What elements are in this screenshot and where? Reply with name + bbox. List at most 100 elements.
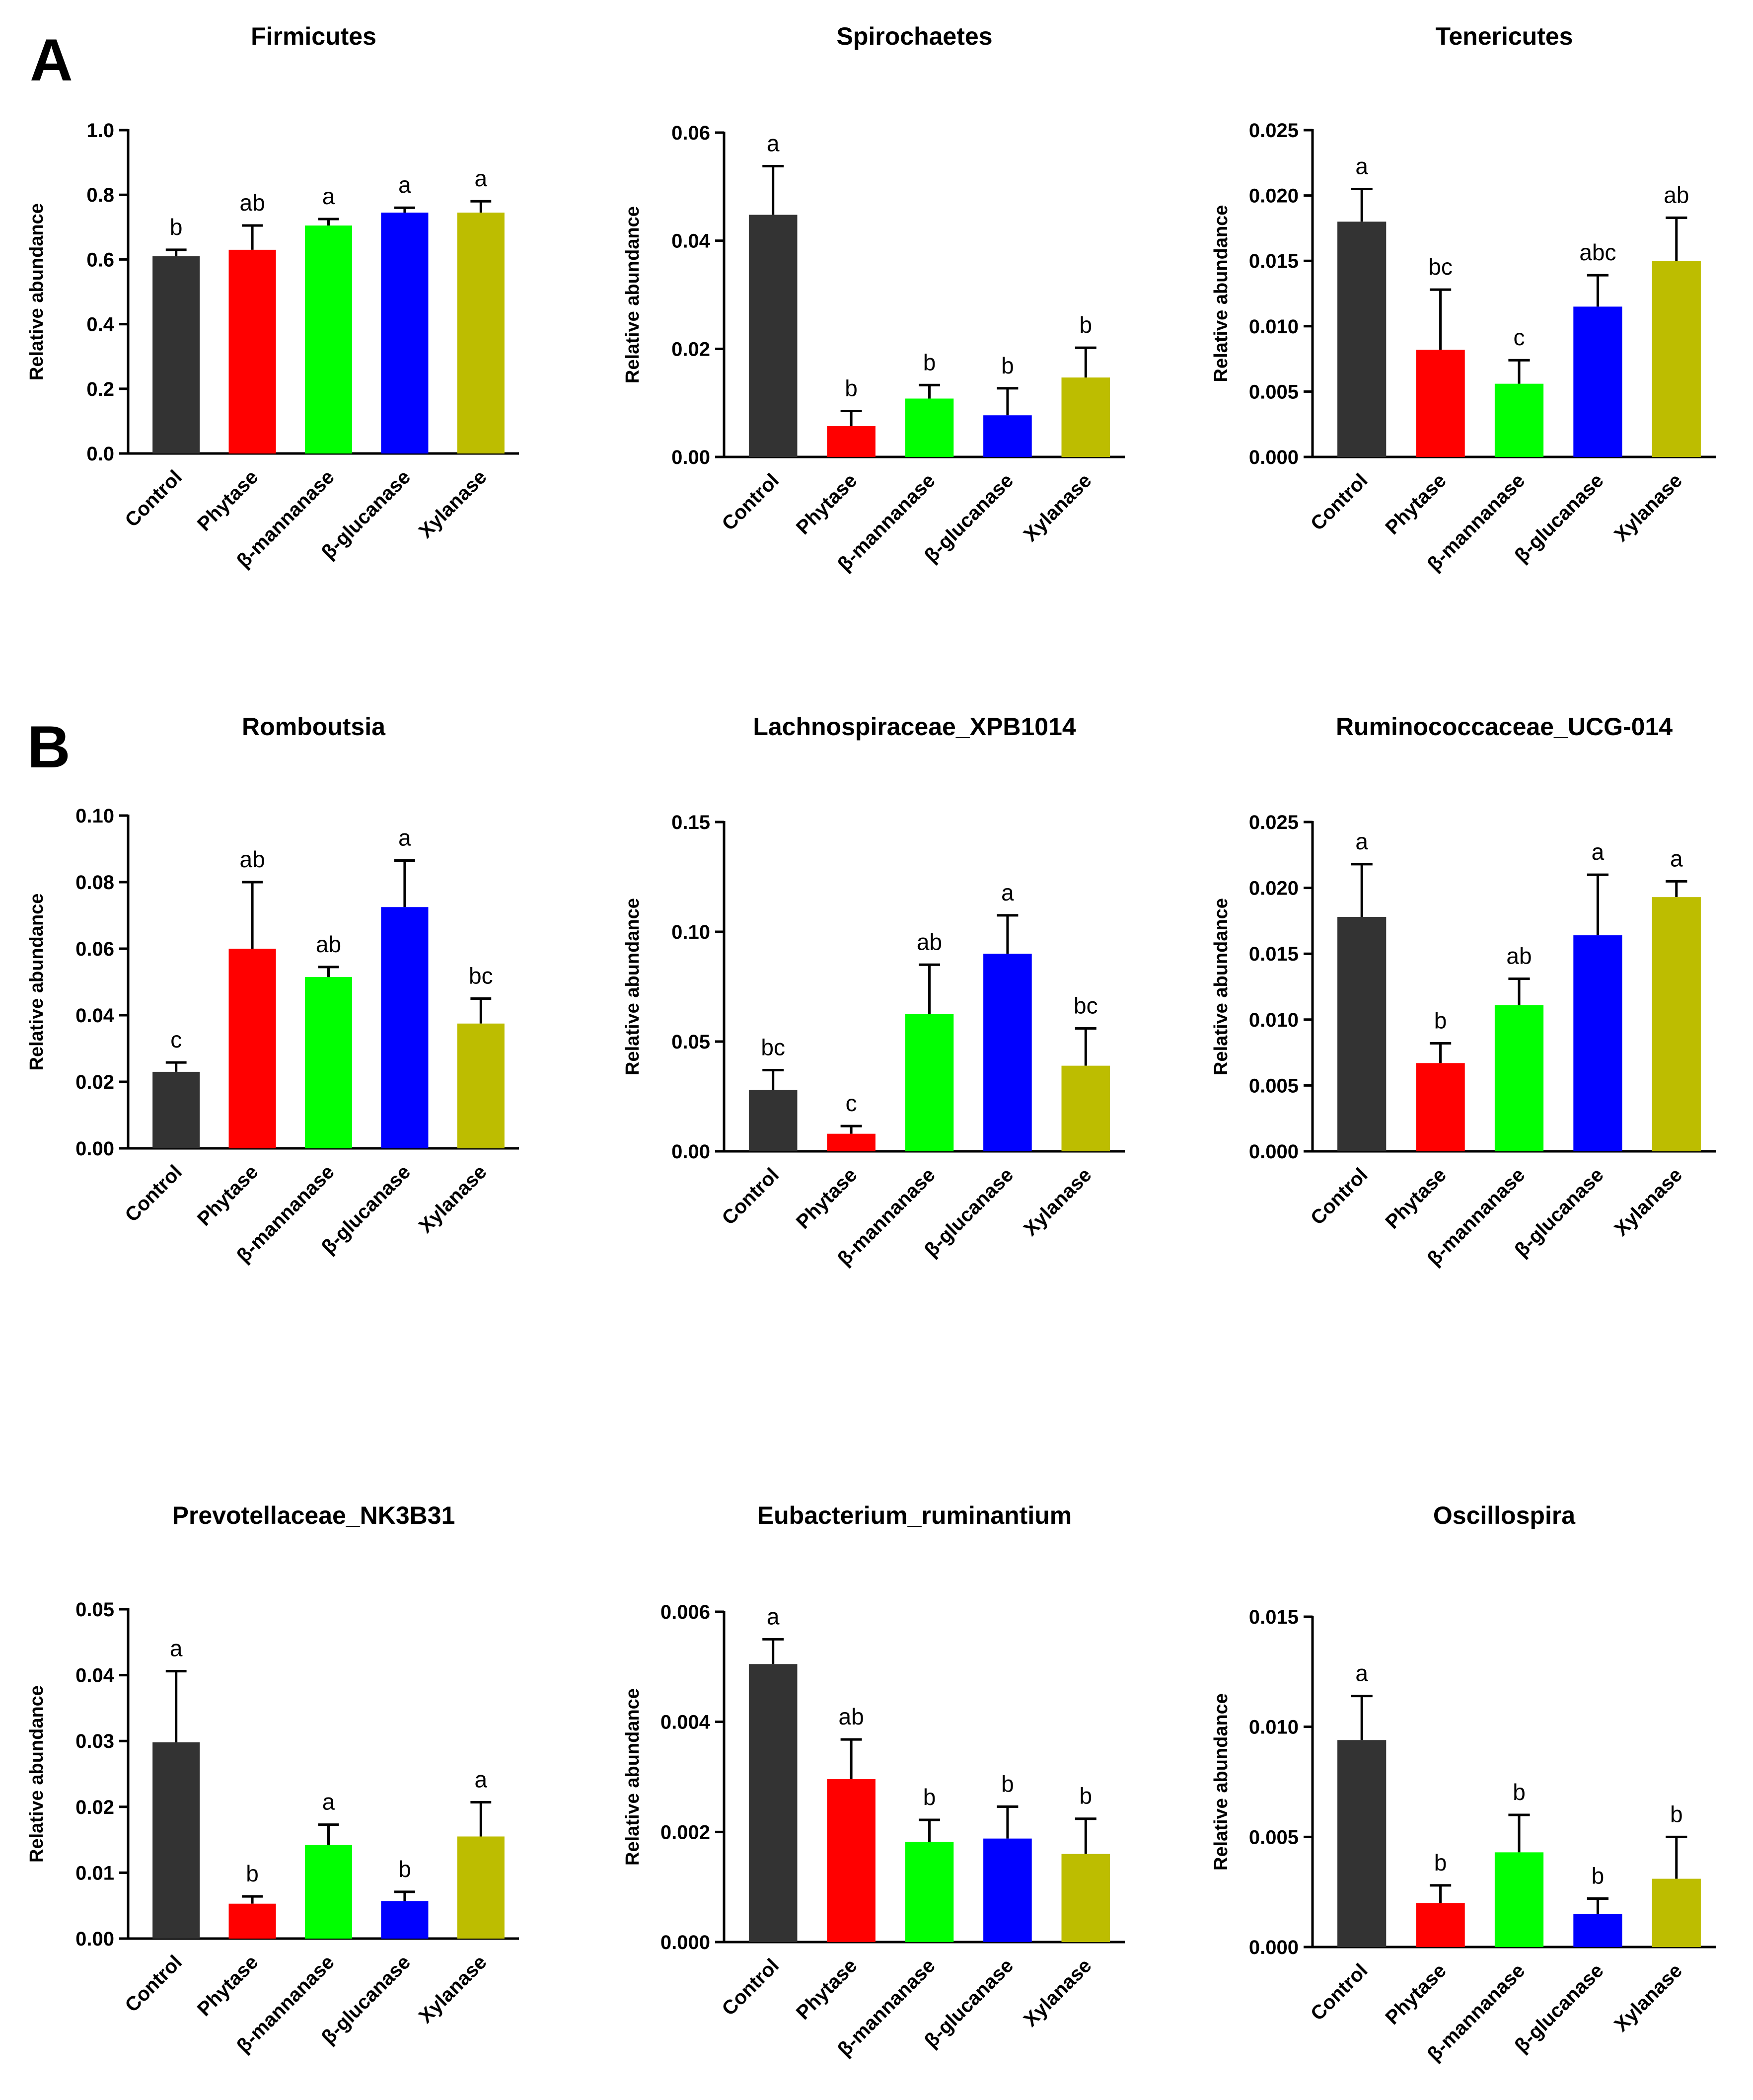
significance-label: bc xyxy=(761,1034,785,1060)
charts-grid: Firmicutes Relative abundance 0.0 0.2 0.4 0.6… xyxy=(26,22,1716,2066)
bar-glucanase xyxy=(381,907,429,1148)
chart-panel: Romboutsia Relative abundance 0.00 0.02 0.04… xyxy=(26,713,519,1267)
bar-xylanase xyxy=(457,1023,505,1148)
y-tick-label: 0.005 xyxy=(1249,381,1299,403)
bar-mannanase xyxy=(905,1014,954,1151)
bar-glucanase xyxy=(1573,306,1622,457)
bar-xylanase xyxy=(457,1836,505,1939)
bar-control xyxy=(152,1742,200,1939)
bar-xylanase xyxy=(1061,1065,1110,1151)
significance-label: b xyxy=(1001,353,1014,378)
significance-label: ab xyxy=(1506,943,1532,969)
y-tick-label: 0.006 xyxy=(660,1601,710,1623)
category-label: Control xyxy=(1307,469,1372,535)
bar-phytase xyxy=(1416,1063,1465,1151)
category-label: Phytase xyxy=(792,469,862,539)
significance-label: ab xyxy=(1664,182,1689,208)
significance-label: c xyxy=(170,1027,182,1052)
y-tick-label: 0.4 xyxy=(86,314,114,336)
bar-glucanase xyxy=(1573,935,1622,1151)
bar-phytase xyxy=(1416,1903,1465,1947)
bar-control xyxy=(1337,222,1387,457)
category-label: Xylanase xyxy=(415,466,491,542)
significance-label: a xyxy=(1001,880,1014,905)
chart-title: Prevotellaceae_NK3B31 xyxy=(172,1501,455,1529)
bar-glucanase xyxy=(1573,1914,1622,1947)
category-label: Phytase xyxy=(1381,1164,1451,1233)
category-label: Xylanase xyxy=(1020,1954,1096,2031)
category-label: Control xyxy=(718,469,783,535)
y-axis-label: Relative abundance xyxy=(1211,205,1232,382)
bar-phytase xyxy=(1416,350,1465,457)
chart-panel: Oscillospira Relative abundance 0.000 0.005… xyxy=(1211,1501,1716,2066)
significance-label: b xyxy=(1434,1008,1447,1034)
bar-mannanase xyxy=(905,1842,954,1942)
significance-label: b xyxy=(1434,1850,1447,1875)
chart-title: Ruminococcaceae_UCG-014 xyxy=(1336,713,1673,741)
panel-letter-a: A xyxy=(30,27,73,93)
panel-letter-b: B xyxy=(27,714,71,780)
chart-title: Oscillospira xyxy=(1433,1501,1576,1529)
y-tick-label: 0.04 xyxy=(75,1665,115,1687)
chart-title: Tenericutes xyxy=(1436,22,1573,50)
significance-label: a xyxy=(1355,828,1368,854)
bar-xylanase xyxy=(1061,1854,1110,1942)
significance-label: a xyxy=(170,1636,183,1661)
category-label: Phytase xyxy=(193,466,263,535)
y-tick-label: 0.00 xyxy=(671,447,710,468)
y-axis-label: Relative abundance xyxy=(26,203,47,380)
bar-glucanase xyxy=(381,1901,429,1939)
y-tick-label: 0.015 xyxy=(1249,250,1299,272)
category-label: Control xyxy=(718,1954,783,2020)
bar-xylanase xyxy=(457,213,505,453)
y-tick-label: 0.10 xyxy=(671,921,710,943)
significance-label: c xyxy=(1514,324,1525,350)
bar-phytase xyxy=(228,1903,276,1939)
category-label: Phytase xyxy=(193,1951,263,2021)
significance-label: a xyxy=(322,183,335,209)
bar-xylanase xyxy=(1652,1878,1701,1947)
significance-label: b xyxy=(923,1784,936,1810)
significance-label: a xyxy=(398,825,411,850)
y-tick-label: 0.2 xyxy=(86,378,114,400)
y-tick-label: 0.01 xyxy=(75,1862,114,1884)
y-axis-label: Relative abundance xyxy=(1211,898,1232,1075)
y-tick-label: 0.025 xyxy=(1249,812,1299,833)
significance-label: bc xyxy=(1428,254,1453,280)
category-label: Xylanase xyxy=(1610,1959,1686,2036)
significance-label: a xyxy=(1670,845,1683,871)
y-tick-label: 0.020 xyxy=(1249,878,1299,900)
y-axis-label: Relative abundance xyxy=(26,894,47,1071)
category-label: Phytase xyxy=(193,1161,263,1230)
significance-label: a xyxy=(475,165,488,191)
category-label: Phytase xyxy=(792,1954,862,2024)
y-tick-label: 0.00 xyxy=(75,1138,114,1160)
bar-control xyxy=(152,1071,200,1148)
y-tick-label: 0.010 xyxy=(1249,316,1299,338)
category-label: Xylanase xyxy=(1020,469,1096,546)
bar-glucanase xyxy=(983,954,1032,1151)
chart-title: Romboutsia xyxy=(242,713,386,741)
significance-label: b xyxy=(170,214,183,240)
category-label: Control xyxy=(121,1951,186,2017)
significance-label: abc xyxy=(1579,239,1616,265)
significance-label: bc xyxy=(1074,992,1098,1018)
y-tick-label: 0.000 xyxy=(660,1932,710,1953)
chart-panel: Eubacterium_ruminantium Relative abundanc… xyxy=(622,1501,1125,2061)
y-axis-label: Relative abundance xyxy=(622,898,643,1075)
y-tick-label: 0.04 xyxy=(671,230,711,252)
bar-control xyxy=(748,215,798,457)
y-tick-label: 0.6 xyxy=(86,249,114,271)
y-tick-label: 0.000 xyxy=(1249,447,1299,468)
significance-label: a xyxy=(1355,1660,1368,1686)
y-tick-label: 0.02 xyxy=(75,1071,114,1093)
significance-label: a xyxy=(1592,839,1605,865)
significance-label: b xyxy=(1513,1779,1526,1805)
bar-mannanase xyxy=(1494,383,1544,457)
significance-label: a xyxy=(1355,153,1368,179)
bar-mannanase xyxy=(1494,1005,1544,1151)
bar-control xyxy=(748,1664,798,1942)
category-label: Control xyxy=(1307,1164,1372,1229)
y-tick-label: 0.06 xyxy=(75,938,114,960)
